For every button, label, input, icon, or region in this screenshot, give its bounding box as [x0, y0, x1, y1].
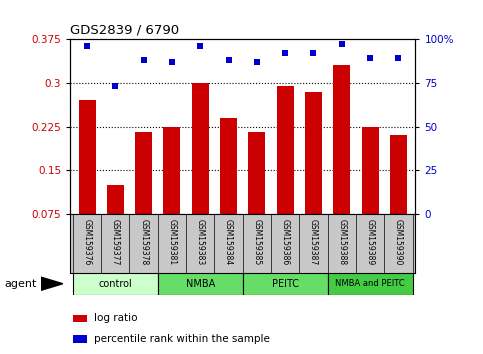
Text: GSM159387: GSM159387 [309, 219, 318, 265]
Text: PEITC: PEITC [271, 279, 298, 289]
Text: GSM159378: GSM159378 [139, 219, 148, 265]
Text: GSM159381: GSM159381 [168, 219, 176, 265]
Point [197, 43, 204, 49]
Bar [107, 185, 124, 214]
Bar [305, 92, 322, 214]
Text: GSM159377: GSM159377 [111, 219, 120, 265]
Text: GSM159388: GSM159388 [337, 219, 346, 265]
Point [253, 59, 261, 64]
Bar [79, 100, 96, 214]
Point [112, 84, 119, 89]
Bar [163, 126, 181, 214]
Point [366, 55, 374, 61]
Bar [73, 315, 87, 322]
Text: agent: agent [5, 279, 37, 289]
Text: GSM159386: GSM159386 [281, 219, 290, 265]
Text: GSM159385: GSM159385 [252, 219, 261, 265]
Point [310, 50, 317, 56]
Bar [362, 126, 379, 214]
Bar [277, 86, 294, 214]
Bar [390, 135, 407, 214]
Bar [220, 118, 237, 214]
Text: NMBA and PEITC: NMBA and PEITC [335, 279, 405, 288]
Text: log ratio: log ratio [94, 313, 138, 324]
Point [168, 59, 176, 64]
Bar [192, 83, 209, 214]
Polygon shape [41, 277, 63, 290]
Point [83, 43, 91, 49]
Bar [333, 65, 350, 214]
Point [281, 50, 289, 56]
Text: GSM159384: GSM159384 [224, 219, 233, 265]
Bar [248, 132, 265, 214]
Point [338, 41, 346, 47]
Bar [135, 132, 152, 214]
Bar [158, 273, 243, 295]
Bar [73, 273, 158, 295]
Text: control: control [99, 279, 132, 289]
Bar [73, 335, 87, 343]
Bar [243, 273, 327, 295]
Point [225, 57, 232, 63]
Text: percentile rank within the sample: percentile rank within the sample [94, 334, 270, 344]
Point [140, 57, 147, 63]
Point [395, 55, 402, 61]
Text: GSM159389: GSM159389 [366, 219, 375, 265]
Text: GDS2839 / 6790: GDS2839 / 6790 [70, 23, 179, 36]
Text: GSM159383: GSM159383 [196, 219, 205, 265]
Text: GSM159390: GSM159390 [394, 219, 403, 265]
Text: GSM159376: GSM159376 [83, 219, 91, 265]
Bar [327, 273, 412, 295]
Text: NMBA: NMBA [185, 279, 215, 289]
